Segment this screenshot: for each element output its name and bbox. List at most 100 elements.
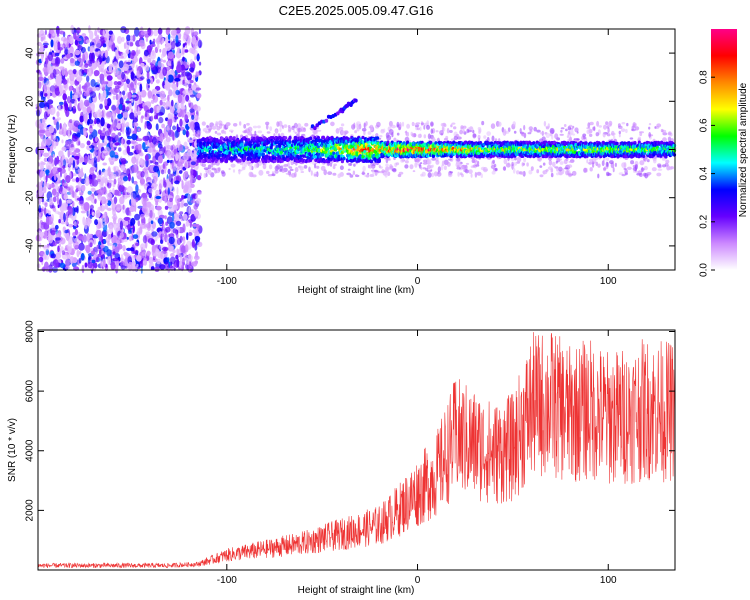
noise-cell: [131, 260, 136, 268]
halo-cell: [288, 166, 293, 169]
noise-cell: [171, 60, 174, 70]
noise-cell: [129, 52, 135, 60]
halo-cell: [507, 127, 511, 132]
noise-cell: [157, 27, 163, 35]
halo-cell: [252, 125, 258, 129]
halo-cell: [502, 166, 506, 171]
halo-cell: [606, 157, 610, 161]
halo-cell: [398, 126, 401, 131]
noise-cell: [61, 202, 68, 211]
noise-cell: [81, 33, 87, 38]
noise-cell: [130, 71, 135, 80]
noise-cell: [107, 179, 114, 183]
halo-cell: [477, 127, 482, 131]
noise-cell: [167, 51, 174, 60]
halo-cell: [447, 172, 453, 178]
halo-cell: [456, 157, 461, 162]
noise-cell: [78, 186, 85, 196]
halo-cell: [203, 173, 207, 178]
noise-cell: [111, 203, 116, 209]
noise-cell: [114, 142, 120, 146]
noise-cell: [122, 63, 130, 72]
noise-cell: [137, 220, 141, 227]
halo-cell: [582, 136, 587, 140]
noise-cell: [119, 232, 124, 239]
halo-cell: [463, 168, 468, 173]
noise-cell: [44, 230, 48, 239]
noise-cell: [94, 87, 101, 91]
noise-cell: [96, 119, 100, 125]
noise-cell: [66, 53, 71, 59]
noise-cell: [175, 103, 180, 109]
noise-cell: [197, 39, 203, 49]
halo-cell: [569, 129, 574, 135]
halo-cell: [294, 131, 298, 134]
halo-cell: [404, 164, 409, 169]
noise-cell: [190, 209, 195, 216]
noise-cell: [76, 249, 80, 258]
noise-cell: [171, 30, 174, 35]
halo-cell: [287, 162, 290, 168]
halo-cell: [605, 121, 609, 126]
noise-cell: [111, 132, 116, 138]
halo-cell: [472, 164, 476, 168]
halo-cell: [427, 172, 432, 178]
noise-cell: [52, 140, 57, 149]
halo-cell: [503, 128, 507, 133]
halo-cell: [303, 165, 308, 169]
noise-cell: [179, 144, 183, 152]
noise-cell: [130, 217, 136, 226]
halo-cell: [539, 165, 543, 168]
noise-cell: [50, 214, 55, 222]
noise-cell: [57, 204, 60, 209]
noise-cell: [66, 96, 71, 104]
noise-cell: [181, 198, 185, 208]
noise-cell: [64, 67, 68, 77]
noise-cell: [78, 177, 82, 182]
halo-cell: [198, 132, 201, 135]
noise-cell: [150, 43, 156, 48]
noise-cell: [68, 35, 74, 45]
noise-cell: [84, 177, 90, 186]
noise-cell: [155, 205, 162, 211]
halo-cell: [335, 127, 340, 134]
noise-cell: [56, 33, 60, 37]
halo-cell: [323, 169, 328, 176]
noise-cell: [67, 78, 70, 82]
noise-cell: [104, 215, 109, 224]
noise-cell: [74, 155, 80, 160]
noise-cell: [131, 145, 135, 149]
noise-cell: [160, 239, 163, 244]
noise-cell: [147, 187, 154, 194]
noise-cell: [191, 84, 197, 91]
noise-cell: [45, 127, 51, 130]
noise-cell: [112, 187, 115, 195]
noise-cell: [186, 72, 193, 81]
noise-cell: [50, 39, 54, 48]
noise-cell: [68, 157, 74, 163]
noise-cell: [100, 117, 105, 127]
noise-cell: [152, 145, 156, 153]
noise-cell: [157, 142, 160, 148]
noise-cell: [182, 56, 185, 62]
noise-cell: [78, 257, 82, 264]
halo-cell: [431, 164, 434, 168]
halo-cell: [490, 123, 496, 129]
halo-cell: [393, 137, 397, 142]
noise-cell: [182, 223, 186, 233]
noise-cell: [155, 123, 159, 131]
noise-cell: [168, 233, 175, 239]
noise-cell: [56, 196, 60, 205]
noise-cell: [128, 210, 131, 216]
halo-cell: [453, 126, 457, 130]
halo-cell: [629, 137, 634, 140]
noise-cell: [112, 244, 116, 250]
noise-cell: [115, 93, 119, 101]
halo-cell: [216, 132, 222, 136]
halo-cell: [555, 160, 558, 164]
noise-cell: [65, 232, 70, 241]
halo-cell: [557, 158, 562, 161]
halo-cell: [271, 173, 276, 176]
halo-cell: [279, 126, 282, 133]
noise-cell: [140, 213, 145, 219]
